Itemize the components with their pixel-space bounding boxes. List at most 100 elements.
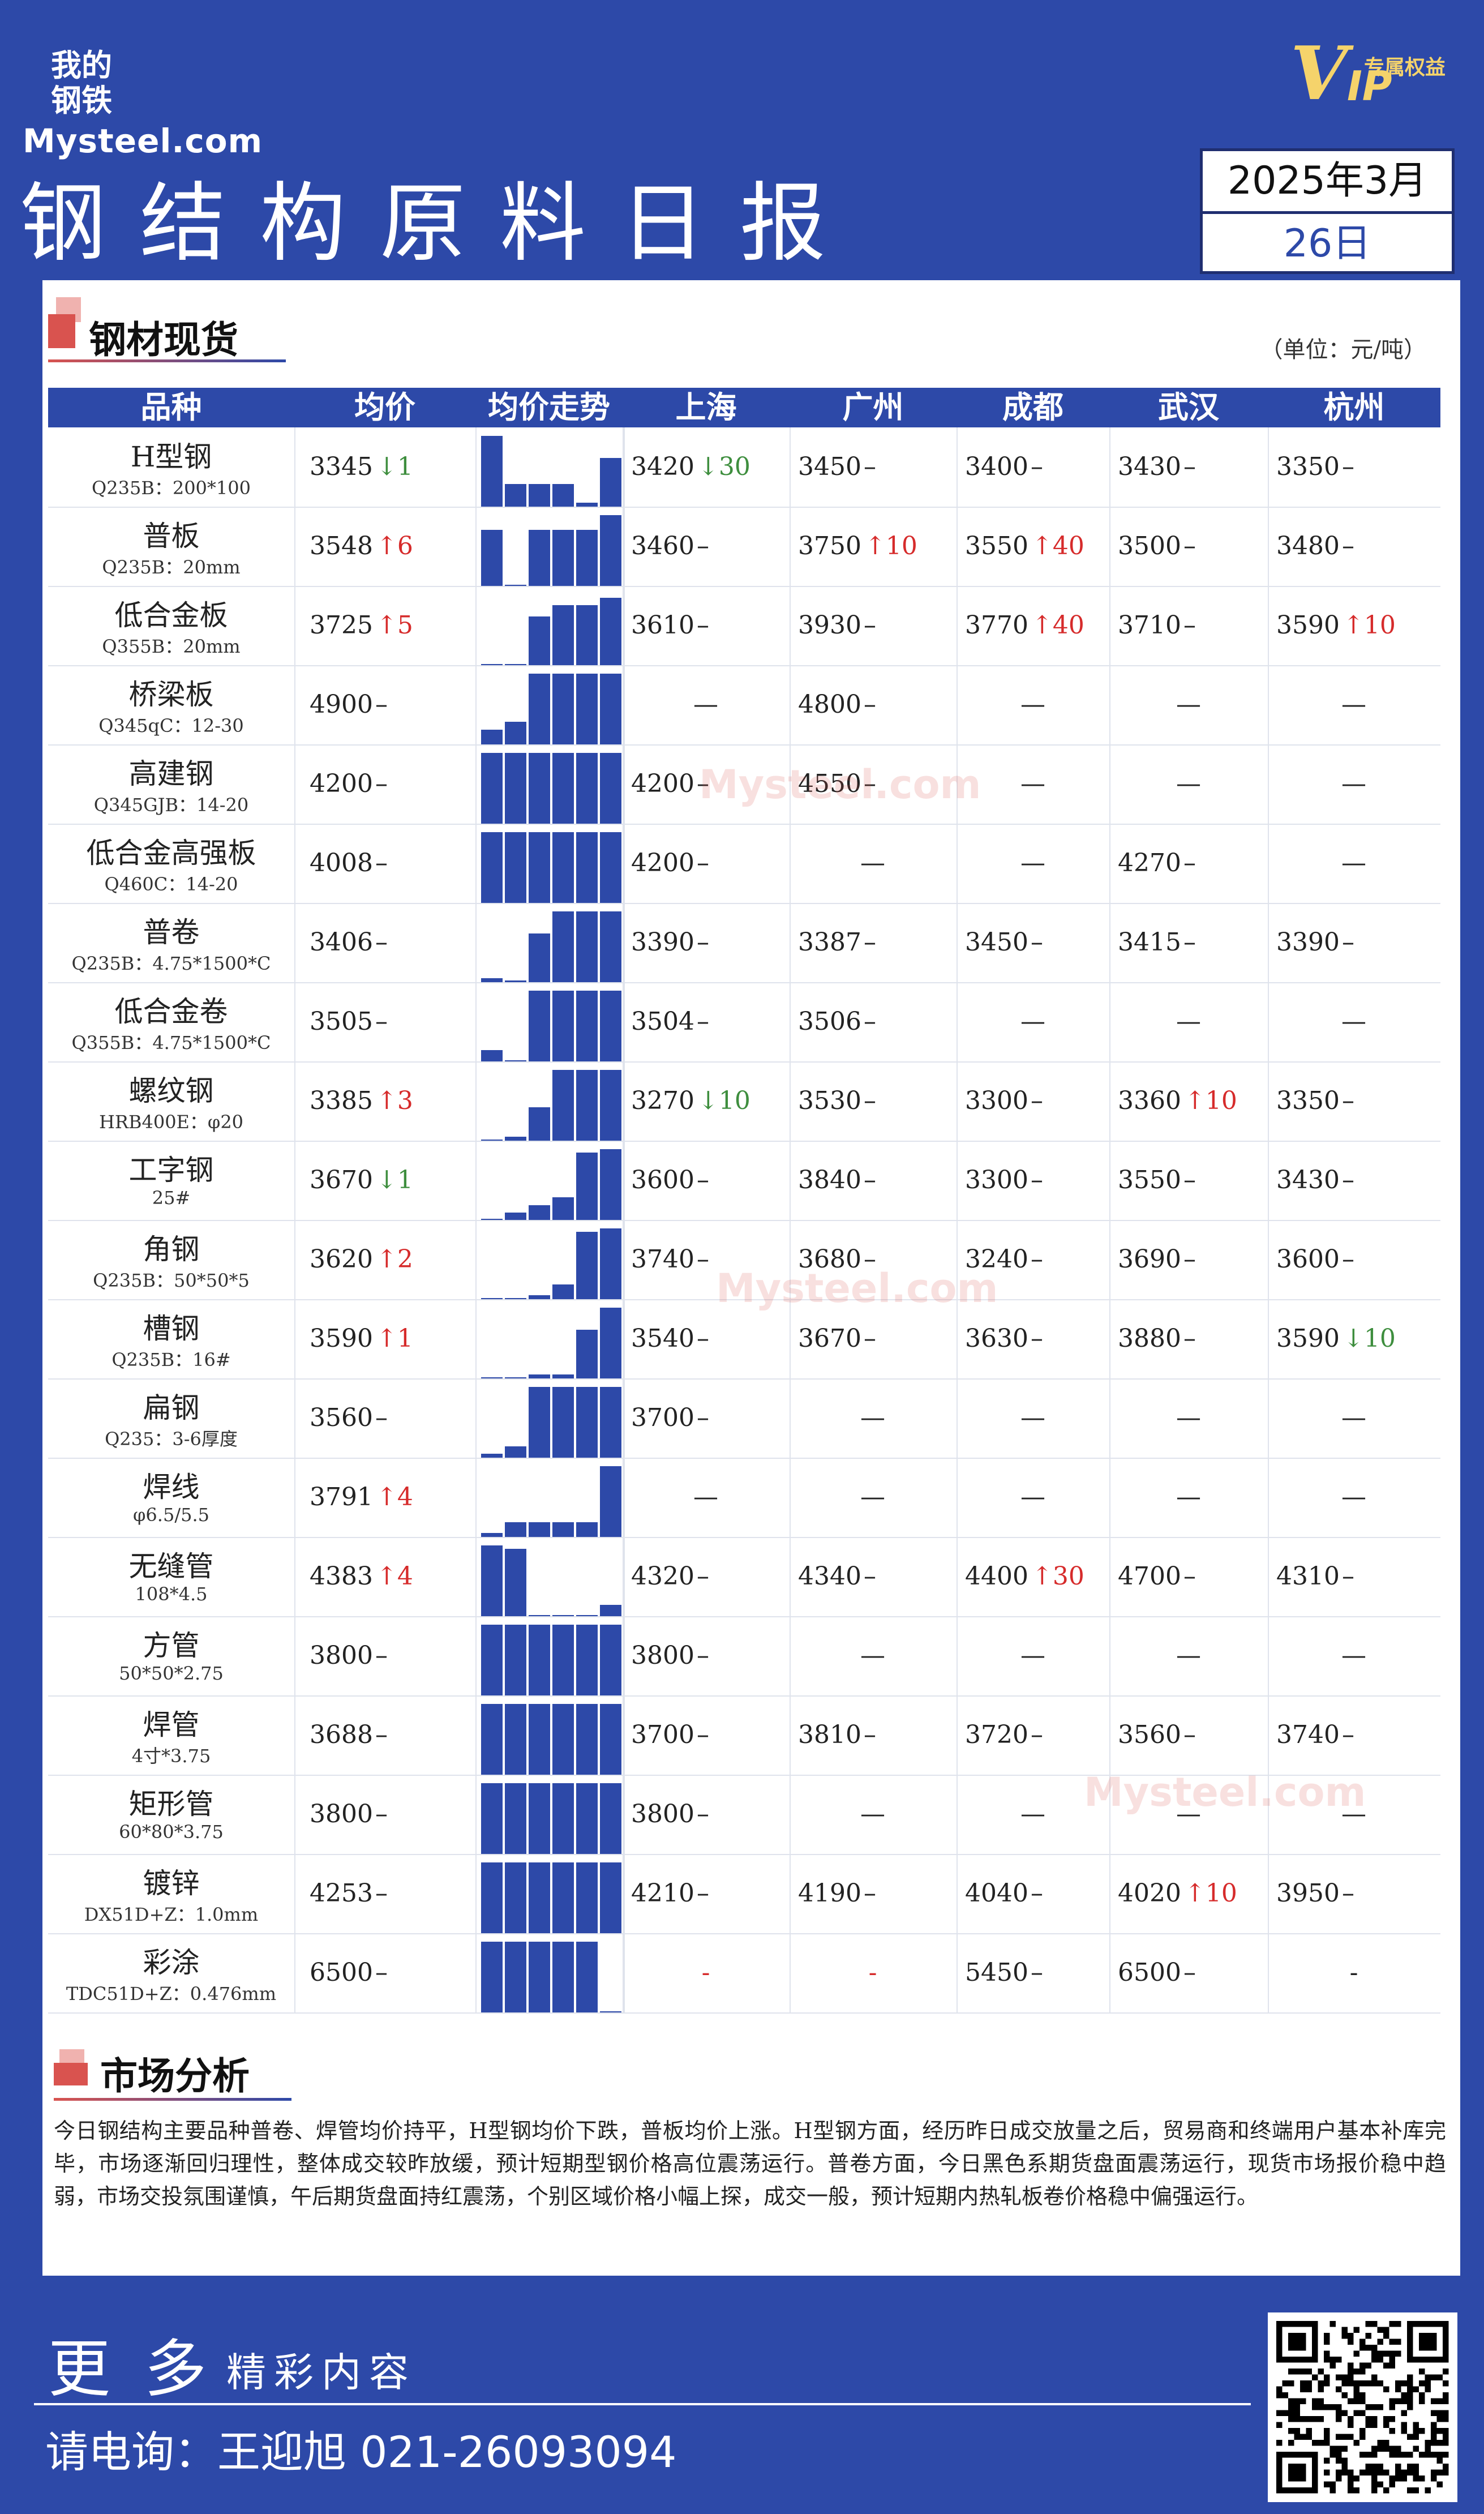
column-separator: [1109, 665, 1110, 744]
qr-module: [1288, 2404, 1294, 2410]
trend-bar: [576, 1232, 598, 1299]
variety-cell: 桥梁板 Q345qC：12-30: [48, 665, 295, 744]
column-separator: [957, 1695, 958, 1775]
trend-bar: [481, 1783, 503, 1854]
flat-dash-icon: –: [696, 1879, 709, 1908]
qr-module: [1294, 2434, 1300, 2440]
trend-bar: [529, 1522, 550, 1537]
city-price-cell: 3800–: [631, 1616, 709, 1695]
price-value: —: [1020, 690, 1045, 719]
qr-module: [1395, 2339, 1401, 2345]
flat-dash-icon: –: [696, 1562, 709, 1591]
avg-price-cell: 3548 ↑6: [310, 507, 413, 586]
trend-bar: [600, 1605, 621, 1616]
city-price-cell: 3810–: [798, 1695, 876, 1775]
price-value: 3420: [631, 452, 694, 481]
flat-dash-icon: –: [375, 849, 388, 877]
city-price-cell: 3390–: [1276, 903, 1354, 982]
price-value: —: [1020, 849, 1045, 877]
city-price-cell: —: [1331, 1616, 1376, 1695]
trend-bar: [529, 1862, 550, 1933]
price-value: —: [860, 1483, 885, 1511]
flat-dash-icon: –: [863, 769, 876, 798]
price-value: 3670: [798, 1324, 861, 1353]
qr-module: [1329, 2357, 1336, 2363]
contact-phone: 请电询：王迎旭 021-26093094: [45, 2427, 677, 2477]
qr-module: [1389, 2350, 1395, 2357]
city-price-cell: 3415–: [1118, 903, 1196, 982]
trend-bar: [481, 1377, 503, 1378]
qr-module: [1443, 2440, 1449, 2446]
qr-module: [1348, 2339, 1354, 2345]
price-value: —: [1341, 1800, 1366, 1828]
price-change: 3: [397, 1086, 413, 1115]
city-price-cell: 4200–: [631, 744, 709, 824]
column-separator: [1109, 824, 1110, 903]
trend-bar: [552, 1284, 574, 1299]
city-price-cell: 4400 ↑30: [965, 1537, 1084, 1616]
variety-cell: 普卷 Q235B：4.75*1500*C: [48, 903, 295, 982]
city-price-cell: —: [850, 1458, 895, 1537]
variety-cell: 普板 Q235B：20mm: [48, 507, 295, 586]
trend-chart: [475, 1220, 625, 1299]
trend-bar: [576, 605, 598, 665]
arrow-up-icon: ↑: [1343, 611, 1364, 640]
qr-module: [1359, 2452, 1366, 2458]
trend-bar: [600, 911, 621, 982]
qr-module: [1383, 2327, 1389, 2333]
arrow-up-icon: ↑: [1031, 611, 1053, 640]
trend-chart: [475, 665, 625, 744]
variety-name: 无缝管: [128, 1550, 214, 1583]
column-separator: [623, 1854, 624, 1933]
qr-module: [1413, 2428, 1419, 2434]
trend-bar: [505, 1522, 526, 1537]
qr-module: [1300, 2434, 1306, 2440]
price-value: 4400: [965, 1562, 1028, 1591]
section-underline: [54, 2098, 291, 2101]
trend-bar: [600, 1387, 621, 1458]
qr-module: [1395, 2446, 1401, 2452]
price-change: 5: [397, 611, 413, 640]
city-price-cell: 3504–: [631, 982, 709, 1061]
variety-spec: Q345qC：12-30: [98, 715, 244, 736]
city-price-cell: 3800–: [631, 1775, 709, 1854]
flat-dash-icon: –: [375, 1720, 388, 1749]
qr-module: [1443, 2428, 1449, 2434]
qr-module: [1306, 2386, 1312, 2392]
avg-price-cell: 6500–: [310, 1933, 388, 2012]
table-row: 高建钢 Q345GJB：14-20 4200– 4200– 4550– — — —: [48, 744, 1440, 825]
qr-module: [1294, 2416, 1300, 2422]
variety-cell: 焊线 φ6.5/5.5: [48, 1458, 295, 1537]
column-separator: [790, 1775, 791, 1854]
variety-name: 低合金板: [114, 599, 228, 632]
qr-module: [1341, 2410, 1348, 2416]
price-value: 3540: [631, 1324, 694, 1353]
column-separator: [623, 1220, 624, 1299]
qr-module: [1348, 2487, 1354, 2494]
avg-price-cell: 4253–: [310, 1854, 388, 1933]
qr-module: [1282, 2410, 1288, 2416]
qr-module: [1371, 2321, 1378, 2327]
flat-dash-icon: –: [1341, 452, 1354, 481]
column-separator: [1109, 1933, 1110, 2012]
qr-module: [1312, 2404, 1318, 2410]
avg-price-cell: 3670 ↓1: [310, 1141, 413, 1220]
city-price-cell: 3630–: [965, 1299, 1043, 1378]
table-row: 螺纹钢 HRB400E：φ20 3385 ↑3 3270 ↓10 3530– 3300– 336…: [48, 1061, 1440, 1142]
qr-module: [1288, 2398, 1294, 2404]
qr-module: [1348, 2362, 1354, 2369]
city-price-cell: 3690–: [1118, 1220, 1196, 1299]
arrow-up-icon: ↑: [376, 1483, 397, 1511]
column-separator: [623, 744, 624, 824]
qr-module: [1401, 2410, 1407, 2416]
price-value: 3360: [1118, 1086, 1181, 1115]
more-title: 更多: [48, 2333, 241, 2405]
variety-name: 螺纹钢: [128, 1074, 214, 1107]
qr-module: [1359, 2369, 1366, 2375]
qr-module: [1336, 2452, 1342, 2458]
trend-bar: [552, 991, 574, 1061]
avg-price-cell: 3590 ↑1: [310, 1299, 413, 1378]
qr-module: [1401, 2476, 1407, 2482]
trend-bar: [576, 1783, 598, 1854]
trend-bar: [600, 1783, 621, 1854]
